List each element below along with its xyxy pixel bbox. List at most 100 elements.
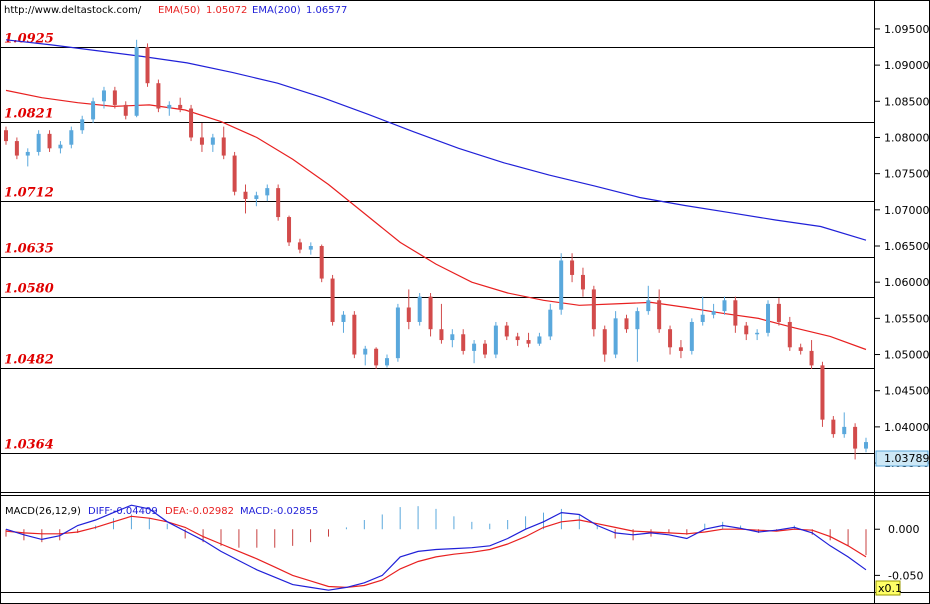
candle-body xyxy=(439,329,444,341)
candle-body xyxy=(363,348,368,355)
last-price-badge xyxy=(875,450,929,467)
candle-body xyxy=(831,419,836,435)
candle-body xyxy=(308,246,313,250)
candle-body xyxy=(123,104,128,116)
candle-body xyxy=(243,191,248,199)
price-tick-label: 1.09000 xyxy=(884,59,930,72)
candle-body xyxy=(25,151,30,156)
candle-body xyxy=(297,242,302,250)
price-tick-label: 1.08000 xyxy=(884,131,930,144)
candle-body xyxy=(635,311,640,330)
candle-body xyxy=(668,329,673,348)
candle-body xyxy=(461,334,466,351)
candle-body xyxy=(167,104,172,109)
candle-body xyxy=(47,133,52,149)
candle-body xyxy=(482,343,487,355)
scale-badge-text: x0.1 xyxy=(878,582,902,595)
price-tick-label: 1.07000 xyxy=(884,204,930,217)
support-resistance-levels: 1.0925 1.0821 1.0712 1.0635 1.0580 1.0482 1.03… xyxy=(0,32,874,454)
macd-histogram-readout: MACD:-0.02855 xyxy=(240,506,318,517)
candle-body xyxy=(700,314,705,322)
candle-body xyxy=(265,188,270,196)
candle-body xyxy=(145,47,150,84)
candle-body xyxy=(417,296,422,322)
candle-body xyxy=(134,47,139,116)
candle-body xyxy=(428,296,433,330)
macd-dea-line xyxy=(5,515,867,589)
candle-body xyxy=(744,325,749,335)
candle-body xyxy=(112,90,117,105)
candle-body xyxy=(287,217,292,243)
candle-body xyxy=(722,300,727,312)
candle-body xyxy=(80,119,85,131)
price-tick-label: 1.04500 xyxy=(884,385,930,398)
candle-body xyxy=(341,314,346,322)
candle-body xyxy=(853,426,858,449)
level-label: 1.0821 xyxy=(4,107,54,122)
level-label: 1.0712 xyxy=(4,186,54,201)
price-tick-label: 1.06500 xyxy=(884,240,930,253)
last-price-value: 1.03789 xyxy=(884,452,930,465)
level-label: 1.0364 xyxy=(4,438,54,453)
scale-badge xyxy=(875,580,901,596)
ema200-label: EMA(200) xyxy=(252,5,301,16)
price-tick-label: 1.04000 xyxy=(884,421,930,434)
candle-body xyxy=(276,188,281,218)
candle-body xyxy=(602,329,607,355)
candle-body xyxy=(352,314,357,355)
candle-body xyxy=(755,332,760,335)
candle-body xyxy=(580,274,585,290)
candle-body xyxy=(450,334,455,341)
ema50-label: EMA(50) xyxy=(158,5,200,16)
ema200-value: 1.06577 xyxy=(306,5,347,16)
price-tick-label: 1.09500 xyxy=(884,23,930,36)
ema50-value: 1.05072 xyxy=(206,5,247,16)
candle-body xyxy=(646,300,651,312)
candle-body xyxy=(232,155,237,192)
candle-body xyxy=(254,195,259,199)
candle-body xyxy=(199,137,204,145)
price-tick-label: 1.05000 xyxy=(884,349,930,362)
level-label: 1.0635 xyxy=(4,242,54,257)
candle-body xyxy=(809,350,814,366)
candle-body xyxy=(820,365,825,420)
candle-body xyxy=(526,340,531,344)
candle-body xyxy=(766,303,771,333)
candle-body xyxy=(210,137,215,145)
candle-body xyxy=(69,130,74,145)
candle-body xyxy=(689,321,694,351)
macd-panel xyxy=(5,504,867,591)
candle-body xyxy=(537,336,542,344)
candle-body xyxy=(559,260,564,310)
candle-body xyxy=(657,300,662,330)
level-label: 1.0925 xyxy=(4,32,54,47)
level-label: 1.0482 xyxy=(4,353,54,368)
macd-diff-line xyxy=(5,504,867,591)
price-tick-label: 1.07500 xyxy=(884,168,930,181)
macd-name: MACD(26,12,9) xyxy=(5,506,81,517)
candle-body xyxy=(319,246,324,279)
candle-body xyxy=(711,311,716,315)
candle-body xyxy=(385,358,390,366)
candle-body xyxy=(776,303,781,322)
macd-tick-label: -0.050 xyxy=(888,569,923,582)
candle-body xyxy=(798,347,803,351)
candle-body xyxy=(189,108,194,138)
candle-body xyxy=(733,300,738,326)
candle-body xyxy=(787,321,792,348)
candle-body xyxy=(58,144,63,149)
price-tick-label: 1.06000 xyxy=(884,276,930,289)
candle-body xyxy=(842,426,847,435)
candlesticks xyxy=(4,39,868,460)
candle-body xyxy=(395,307,400,359)
candle-body xyxy=(4,130,8,142)
ema50-line xyxy=(5,89,867,351)
macd-tick-label: 0.000 xyxy=(888,523,920,536)
candle-body xyxy=(156,83,161,109)
candle-body xyxy=(14,141,19,156)
candle-body xyxy=(493,325,498,355)
candle-body xyxy=(613,318,618,355)
candle-body xyxy=(515,336,520,341)
macd-dea-readout: DEA:-0.02982 xyxy=(165,506,234,517)
